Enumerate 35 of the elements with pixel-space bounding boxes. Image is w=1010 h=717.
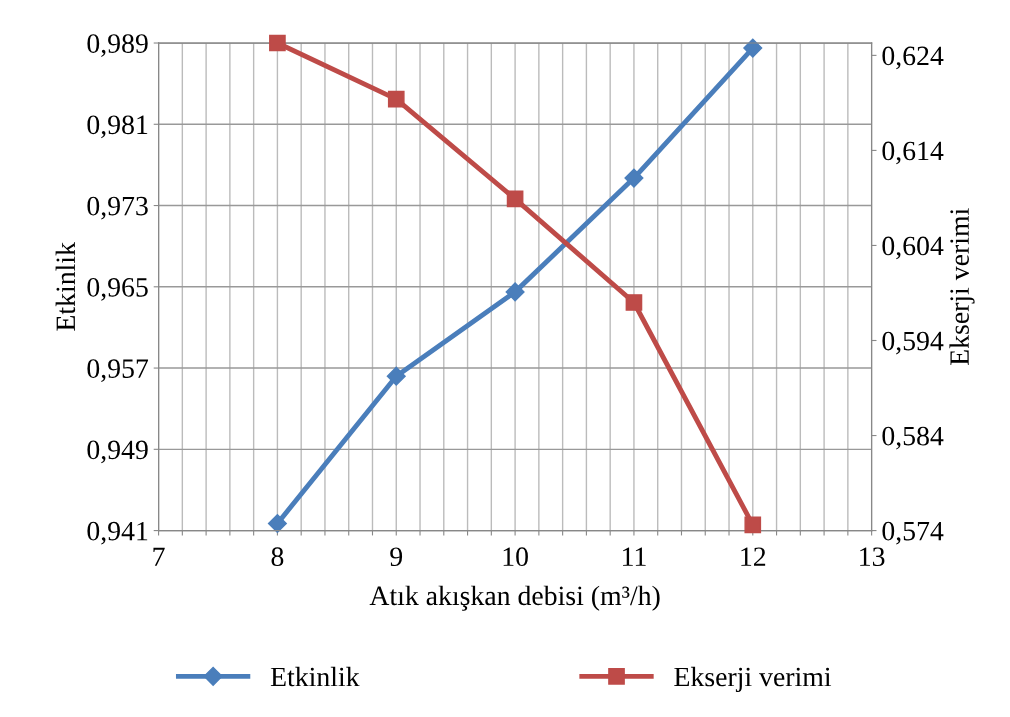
y2-tick-label: 0,604 <box>882 236 944 260</box>
y-tick-label: 0,957 <box>87 359 149 382</box>
y2-tick-label: 0,574 <box>882 521 944 545</box>
x-tick-label: 10 <box>503 547 528 567</box>
y-tick-label: 0,965 <box>87 277 148 301</box>
x-tick-label: 7 <box>153 547 165 566</box>
point <box>624 168 644 188</box>
point <box>269 34 286 52</box>
y2-tick-label: 0,624 <box>882 46 944 70</box>
x-tick-label: 11 <box>623 547 646 566</box>
x-tick-label: 8 <box>271 547 284 567</box>
x-tick-label: 13 <box>860 547 885 567</box>
y2-axis-title: Ekserji verimi <box>949 208 975 366</box>
x-tick-label: 12 <box>741 547 766 566</box>
point <box>267 513 287 534</box>
y-tick-label: 0,981 <box>87 115 148 139</box>
point <box>387 90 405 108</box>
x-tick-label: 9 <box>390 547 403 567</box>
y-tick-label: 0,949 <box>87 440 148 464</box>
point <box>506 190 524 208</box>
point <box>743 38 763 58</box>
y-axis-title: Etkinlik <box>55 242 76 331</box>
y-tick-label: 0,941 <box>87 521 148 545</box>
legend-label: Etkinlik <box>270 666 360 687</box>
point <box>744 516 762 534</box>
x-axis-title: Atık akışkan debisi (m³/h) <box>369 585 660 611</box>
y-tick-label: 0,973 <box>87 196 148 220</box>
y-tick-label: 0,989 <box>87 34 148 57</box>
y2-tick-label: 0,614 <box>882 141 944 165</box>
point <box>505 282 525 302</box>
y2-tick-label: 0,584 <box>882 426 944 450</box>
point <box>625 294 643 311</box>
legend-label: Ekserji verimi <box>674 666 832 692</box>
point <box>386 366 406 386</box>
y2-tick-label: 0,594 <box>882 331 944 355</box>
